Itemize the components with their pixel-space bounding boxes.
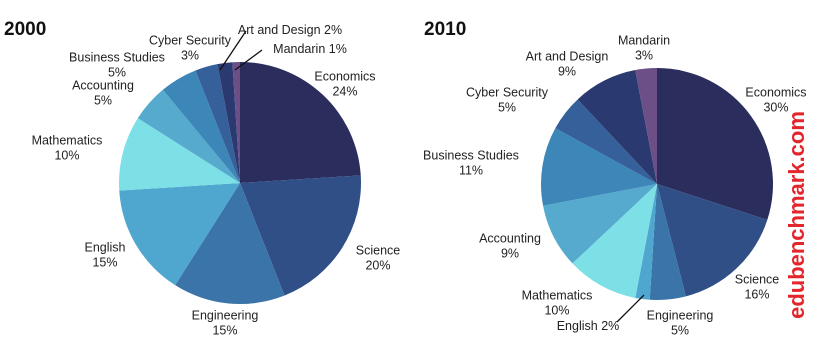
chart-title: 2010 bbox=[424, 19, 466, 40]
slice-name: Engineering bbox=[647, 308, 714, 322]
slice-value: 20% bbox=[365, 258, 390, 272]
slice-value: 1% bbox=[329, 42, 347, 56]
slice-name: Science bbox=[735, 272, 780, 286]
slice-value: 15% bbox=[92, 255, 117, 269]
slice-label: Art and Design 2% bbox=[238, 23, 342, 37]
slice-name: Mathematics bbox=[32, 133, 103, 147]
slice-value: 3% bbox=[635, 48, 653, 62]
slice-name: Art and Design bbox=[526, 49, 609, 63]
slice-name: English bbox=[557, 319, 598, 333]
slice-value: 9% bbox=[558, 64, 576, 78]
leader-line bbox=[219, 30, 247, 71]
slice-value: 15% bbox=[212, 323, 237, 337]
pie-slice bbox=[137, 89, 240, 183]
pie-slice bbox=[577, 70, 657, 184]
pie-slice bbox=[119, 183, 240, 286]
slice-value: 3% bbox=[181, 48, 199, 62]
slice-value: 11% bbox=[459, 163, 483, 177]
pie-slice bbox=[119, 118, 240, 191]
pie-slice bbox=[635, 68, 657, 184]
pie-slice bbox=[240, 62, 361, 183]
slice-value: 9% bbox=[501, 246, 519, 260]
slice-name: Accounting bbox=[72, 78, 134, 92]
slice-value: 10% bbox=[544, 303, 569, 317]
pie-slice bbox=[175, 183, 285, 304]
slice-name: Accounting bbox=[479, 231, 541, 245]
slice-value: 2% bbox=[324, 23, 342, 37]
slice-name: Mathematics bbox=[522, 288, 593, 302]
slice-name: Business Studies bbox=[69, 50, 165, 64]
chart-title: 2000 bbox=[4, 19, 46, 40]
pie-slice bbox=[232, 62, 240, 183]
slice-value: 2% bbox=[601, 319, 619, 333]
slice-name: Economics bbox=[745, 85, 806, 99]
pie-slice bbox=[217, 62, 240, 183]
slice-name: Engineering bbox=[192, 308, 259, 322]
slice-name: Cyber Security bbox=[149, 33, 232, 47]
slice-name: English bbox=[85, 240, 126, 254]
leader-line bbox=[616, 294, 645, 323]
pie-slice bbox=[657, 68, 773, 220]
pie-slice bbox=[543, 184, 657, 264]
pie-slice bbox=[555, 99, 657, 184]
leader-line bbox=[234, 49, 263, 71]
slice-name: Science bbox=[356, 243, 401, 257]
slice-name: Art and Design bbox=[238, 23, 321, 37]
slice-value: 5% bbox=[94, 93, 112, 107]
slice-value: 10% bbox=[54, 148, 79, 162]
slice-name: Cyber Security bbox=[466, 85, 549, 99]
slice-label: Mandarin 1% bbox=[273, 42, 347, 56]
pie-slice bbox=[649, 184, 686, 300]
slice-label: English 2% bbox=[557, 319, 620, 333]
slice-value: 5% bbox=[108, 65, 126, 79]
slice-name: Mandarin bbox=[273, 42, 325, 56]
slice-name: Business Studies bbox=[423, 148, 519, 162]
pie-slice bbox=[240, 175, 361, 296]
pie-slice bbox=[657, 184, 768, 297]
slice-value: 5% bbox=[671, 323, 689, 337]
slice-value: 24% bbox=[332, 84, 357, 98]
pie-slice bbox=[635, 184, 657, 300]
slice-name: Economics bbox=[314, 69, 375, 83]
slice-value: 30% bbox=[763, 100, 788, 114]
slice-name: Mandarin bbox=[618, 33, 670, 47]
pie-slice bbox=[195, 64, 240, 183]
watermark: edubenchmark.com bbox=[784, 111, 809, 319]
slice-value: 5% bbox=[498, 100, 516, 114]
pie-slice bbox=[572, 184, 657, 298]
slice-value: 16% bbox=[744, 287, 769, 301]
pie-slice bbox=[162, 70, 240, 183]
pie-slice bbox=[540, 128, 657, 206]
